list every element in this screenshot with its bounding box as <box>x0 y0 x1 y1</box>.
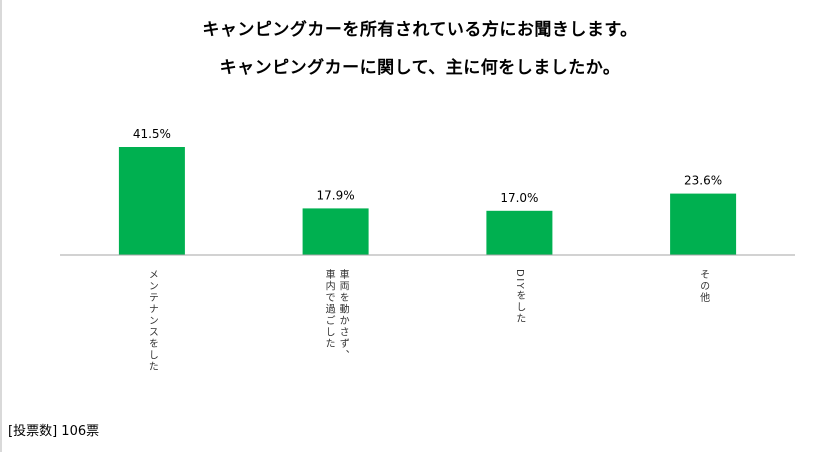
category-label-2-line-1: 車両を動かさず、 <box>337 268 349 361</box>
left-border <box>0 0 2 452</box>
chart-title-line-2: キャンピングカーに関して、主に何をしましたか。 <box>219 58 621 78</box>
bar-3 <box>486 210 553 255</box>
bar-1 <box>118 147 185 255</box>
category-label-3: DIYをした <box>514 269 525 325</box>
bar-2 <box>302 208 369 255</box>
value-label-2: 17.9% <box>317 188 355 202</box>
value-label-3: 17.0% <box>500 191 538 205</box>
category-label-4: その他 <box>698 269 710 304</box>
vote-count-label: [投票数] <box>8 424 58 439</box>
bar-4 <box>670 193 737 255</box>
vote-count-value: 106票 <box>61 424 100 439</box>
category-label-2-line-2: 車内で過ごした <box>323 268 335 350</box>
category-label-1: メンテナンスをした <box>146 269 157 373</box>
value-label-1: 41.5% <box>133 127 171 141</box>
value-label-4: 23.6% <box>684 174 722 188</box>
chart-title-line-1: キャンピングカーを所有されている方にお聞きします。 <box>202 20 638 40</box>
vote-count: [投票数] 106票 <box>8 423 99 441</box>
